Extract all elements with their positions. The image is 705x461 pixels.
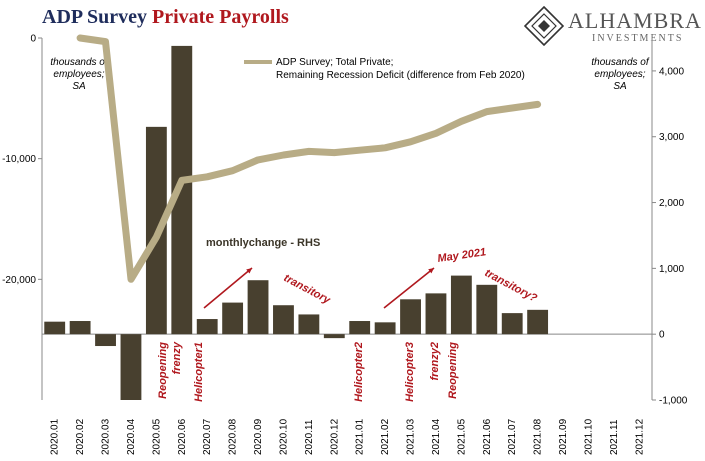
arrow-1 [203, 267, 253, 309]
bar [349, 321, 371, 335]
bar [298, 314, 320, 335]
bar [476, 284, 498, 335]
x-tick-label: 2020.10 [278, 418, 289, 455]
helicopter3-label: Helicopter3 [404, 342, 416, 402]
arrow-1-head [246, 268, 252, 274]
right-tick-label: 2,000 [659, 198, 684, 209]
right-tick-label: -1,000 [659, 396, 688, 407]
x-tick-label: 2021.07 [507, 418, 518, 455]
brand-name: ALHAMBRA [568, 8, 702, 33]
left-tick-label: 0 [30, 34, 36, 45]
bar [501, 313, 523, 335]
frenzy2-label: frenzy2 [429, 342, 441, 381]
reopening-label: Reopening [157, 342, 169, 399]
brand-subtitle: INVESTMENTS [592, 33, 684, 44]
x-tick-label: 2021.08 [533, 418, 544, 455]
left-axis-unit: thousands of employees; SA [50, 57, 108, 92]
bar [171, 45, 193, 335]
x-tick-label: 2021.12 [634, 418, 645, 455]
bar [527, 309, 549, 335]
bar [44, 321, 66, 335]
chart-title: ADP Survey Private Payrolls [42, 6, 289, 29]
x-tick-label: 2020.01 [50, 418, 61, 455]
x-tick-label: 2021.06 [482, 418, 493, 455]
x-tick-label: 2020.03 [101, 418, 112, 455]
arrow-2-head [428, 268, 434, 274]
x-tick-label: 2021.05 [456, 418, 467, 455]
x-tick-label: 2020.09 [253, 418, 264, 455]
brand-logo: ALHAMBRA INVESTMENTS [522, 6, 702, 46]
bar [95, 334, 116, 347]
bar [247, 280, 269, 335]
right-tick-label: 0 [659, 330, 665, 341]
transitory-label: transitory [282, 272, 333, 307]
bar [69, 321, 91, 335]
x-tick-label: 2020.04 [126, 418, 137, 455]
frenzy-label: frenzy [171, 341, 183, 374]
legend: ADP Survey; Total Private; Remaining Rece… [244, 57, 525, 81]
legend-label-line1: ADP Survey; Total Private; [276, 57, 393, 68]
x-tick-label: 2021.09 [558, 418, 569, 455]
bar [450, 275, 472, 335]
x-tick-label: 2020.12 [329, 418, 340, 455]
arrow-2 [383, 267, 435, 309]
bar [222, 302, 244, 335]
helicopter1-label: Helicopter1 [193, 342, 205, 402]
bar [196, 319, 218, 335]
helicopter2-label: Helicopter2 [353, 342, 365, 402]
deficit-line [76, 34, 542, 283]
x-tick-label: 2021.01 [355, 418, 366, 455]
title-part-2: Private Payrolls [152, 6, 289, 28]
bar [425, 293, 447, 335]
title-part-1: ADP Survey [42, 6, 147, 28]
right-axis-unit: thousands of employees; SA [591, 57, 649, 92]
x-tick-label: 2021.10 [583, 418, 594, 455]
x-tick-label: 2020.06 [177, 418, 188, 455]
bar-series-label: monthlychange - RHS [206, 237, 320, 249]
x-tick-label: 2021.04 [431, 418, 442, 455]
reopening2-label: Reopening [447, 342, 459, 399]
x-tick-label: 2020.02 [75, 418, 86, 455]
bar [400, 299, 421, 335]
bar [323, 334, 345, 339]
x-tick-label: 2021.02 [380, 418, 391, 455]
bar-series [44, 45, 549, 400]
bar [120, 334, 142, 400]
line-series [76, 34, 542, 283]
diamond-logo-icon [524, 6, 564, 46]
may-2021-label: May 2021 [437, 246, 487, 265]
x-tick-label: 2021.11 [609, 419, 620, 455]
left-tick-label: -20,000 [2, 275, 36, 286]
right-tick-label: 1,000 [659, 264, 684, 275]
x-tick-label: 2020.08 [228, 418, 239, 455]
x-tick-label: 2020.11 [304, 419, 315, 455]
left-tick-label: -10,000 [2, 154, 36, 165]
x-tick-label: 2020.07 [202, 418, 213, 455]
bar [273, 305, 294, 335]
right-tick-label: 4,000 [659, 66, 684, 77]
bar [374, 322, 396, 335]
right-tick-label: 3,000 [659, 132, 684, 143]
x-tick-label: 2020.05 [151, 418, 162, 455]
x-tick-label: 2021.03 [406, 418, 417, 455]
axes: 0 -10,000 -20,000 -1,000 0 1,000 2,000 3,000 4,0… [2, 34, 688, 456]
legend-label-line2: Remaining Recession Deficit (difference … [276, 70, 525, 81]
